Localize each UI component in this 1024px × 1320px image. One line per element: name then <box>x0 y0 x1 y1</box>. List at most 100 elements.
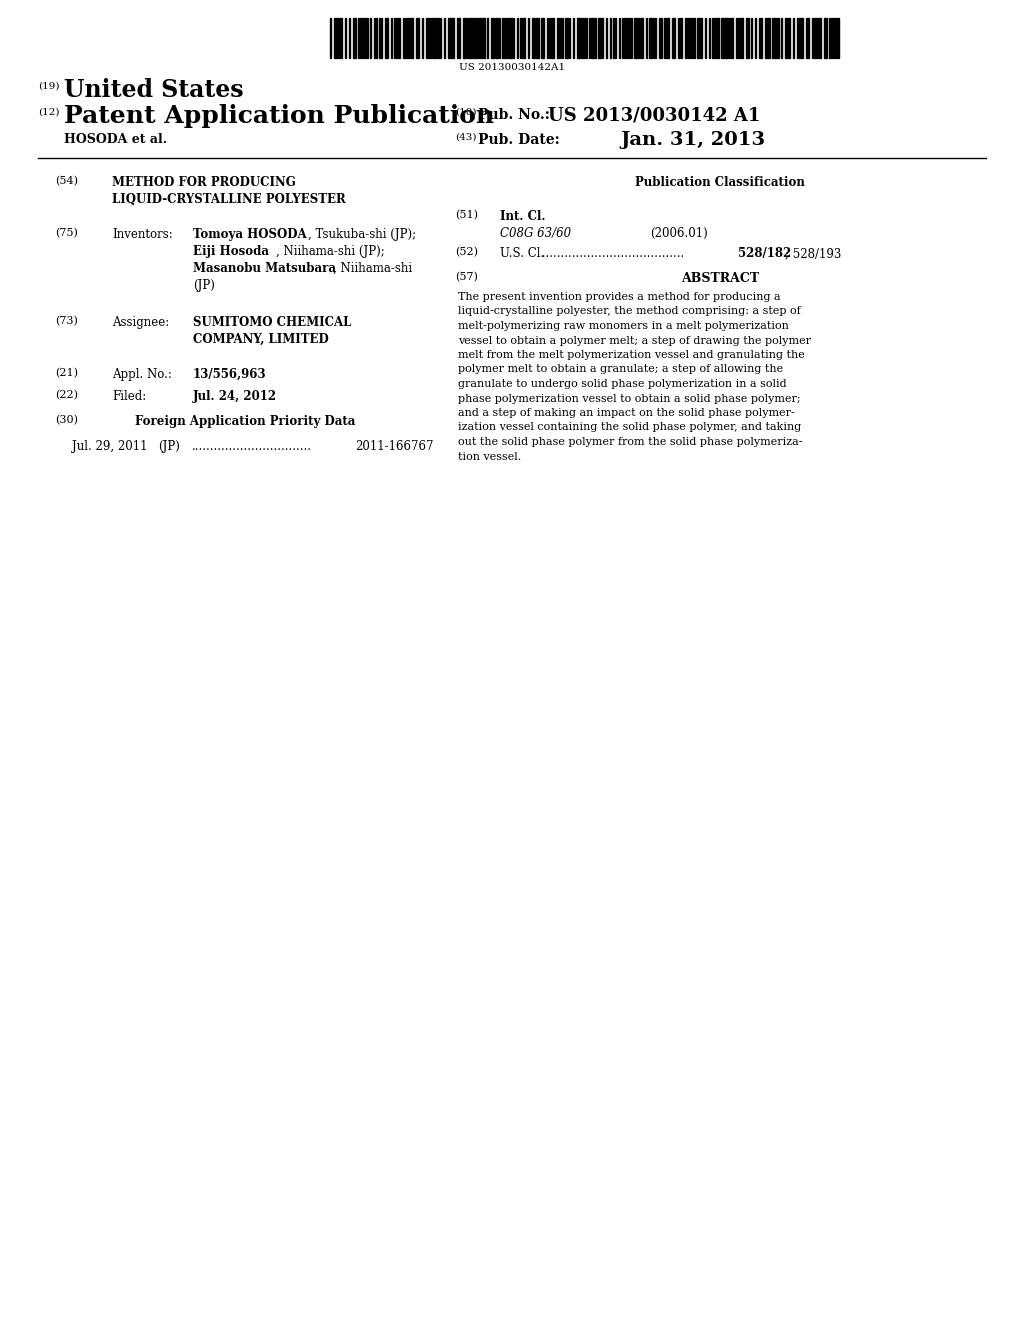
Bar <box>557 18 559 58</box>
Bar <box>564 18 567 58</box>
Bar <box>410 18 413 58</box>
Text: Publication Classification: Publication Classification <box>635 176 805 189</box>
Text: Int. Cl.: Int. Cl. <box>500 210 546 223</box>
Text: ization vessel containing the solid phase polymer, and taking: ization vessel containing the solid phas… <box>458 422 801 433</box>
Bar <box>610 18 611 58</box>
Bar <box>721 18 724 58</box>
Bar <box>622 18 623 58</box>
Bar <box>615 18 616 58</box>
Text: (54): (54) <box>55 176 78 186</box>
Bar <box>422 18 423 58</box>
Text: (73): (73) <box>55 315 78 326</box>
Text: (22): (22) <box>55 389 78 400</box>
Text: US 20130030142A1: US 20130030142A1 <box>459 63 565 73</box>
Bar <box>831 18 833 58</box>
Text: polymer melt to obtain a granulate; a step of allowing the: polymer melt to obtain a granulate; a st… <box>458 364 783 375</box>
Bar <box>381 18 382 58</box>
Bar <box>814 18 817 58</box>
Text: phase polymerization vessel to obtain a solid phase polymer;: phase polymerization vessel to obtain a … <box>458 393 801 404</box>
Bar <box>778 18 779 58</box>
Bar <box>765 18 766 58</box>
Bar <box>547 18 548 58</box>
Bar <box>517 18 518 58</box>
Bar <box>353 18 356 58</box>
Bar <box>800 18 803 58</box>
Bar <box>374 18 375 58</box>
Bar <box>659 18 663 58</box>
Bar <box>629 18 630 58</box>
Bar <box>334 18 337 58</box>
Text: LIQUID-CRYSTALLINE POLYESTER: LIQUID-CRYSTALLINE POLYESTER <box>112 193 346 206</box>
Text: (12): (12) <box>38 108 59 117</box>
Bar <box>646 18 647 58</box>
Bar <box>426 18 427 58</box>
Bar <box>519 18 521 58</box>
Text: (19): (19) <box>38 82 59 91</box>
Text: Inventors:: Inventors: <box>112 228 173 242</box>
Bar <box>729 18 730 58</box>
Bar <box>439 18 441 58</box>
Bar <box>469 18 472 58</box>
Bar <box>767 18 770 58</box>
Text: (21): (21) <box>55 368 78 379</box>
Bar <box>672 18 675 58</box>
Bar <box>678 18 679 58</box>
Bar <box>504 18 505 58</box>
Bar <box>780 18 781 58</box>
Bar <box>784 18 786 58</box>
Bar <box>759 18 762 58</box>
Bar <box>602 18 603 58</box>
Text: tion vessel.: tion vessel. <box>458 451 521 462</box>
Text: melt from the melt polymerization vessel and granulating the: melt from the melt polymerization vessel… <box>458 350 805 360</box>
Text: Appl. No.:: Appl. No.: <box>112 368 172 381</box>
Bar <box>416 18 419 58</box>
Bar <box>735 18 737 58</box>
Bar <box>687 18 688 58</box>
Bar <box>560 18 561 58</box>
Text: (51): (51) <box>455 210 478 220</box>
Text: Patent Application Publication: Patent Application Publication <box>63 104 495 128</box>
Bar <box>482 18 485 58</box>
Text: Pub. Date:: Pub. Date: <box>478 133 560 147</box>
Bar <box>666 18 669 58</box>
Bar <box>689 18 690 58</box>
Bar <box>537 18 540 58</box>
Text: Jan. 31, 2013: Jan. 31, 2013 <box>620 131 765 149</box>
Bar <box>624 18 626 58</box>
Bar <box>368 18 369 58</box>
Bar <box>834 18 835 58</box>
Text: (2006.01): (2006.01) <box>650 227 708 240</box>
Text: U.S. Cl.: U.S. Cl. <box>500 247 544 260</box>
Bar <box>705 18 707 58</box>
Bar <box>738 18 739 58</box>
Bar <box>453 18 454 58</box>
Bar <box>528 18 529 58</box>
Text: (JP): (JP) <box>193 279 215 292</box>
Bar <box>740 18 743 58</box>
Text: United States: United States <box>63 78 244 102</box>
Text: (10): (10) <box>455 108 476 117</box>
Bar <box>755 18 756 58</box>
Text: vessel to obtain a polymer melt; a step of drawing the polymer: vessel to obtain a polymer melt; a step … <box>458 335 811 346</box>
Text: 2011-166767: 2011-166767 <box>355 440 433 453</box>
Text: ; 528/193: ; 528/193 <box>785 247 842 260</box>
Bar <box>431 18 432 58</box>
Text: (57): (57) <box>455 272 478 282</box>
Text: (JP): (JP) <box>158 440 180 453</box>
Text: Pub. No.:: Pub. No.: <box>478 108 550 121</box>
Text: ......................................: ...................................... <box>538 247 684 260</box>
Bar <box>798 18 799 58</box>
Text: liquid-crystalline polyester, the method comprising: a step of: liquid-crystalline polyester, the method… <box>458 306 801 317</box>
Text: 528/182: 528/182 <box>738 247 792 260</box>
Bar <box>712 18 713 58</box>
Bar <box>406 18 407 58</box>
Text: (75): (75) <box>55 228 78 239</box>
Text: granulate to undergo solid phase polymerization in a solid: granulate to undergo solid phase polymer… <box>458 379 786 389</box>
Bar <box>598 18 601 58</box>
Bar <box>640 18 643 58</box>
Bar <box>836 18 837 58</box>
Bar <box>330 18 331 58</box>
Text: (43): (43) <box>455 133 476 143</box>
Bar <box>467 18 468 58</box>
Bar <box>634 18 637 58</box>
